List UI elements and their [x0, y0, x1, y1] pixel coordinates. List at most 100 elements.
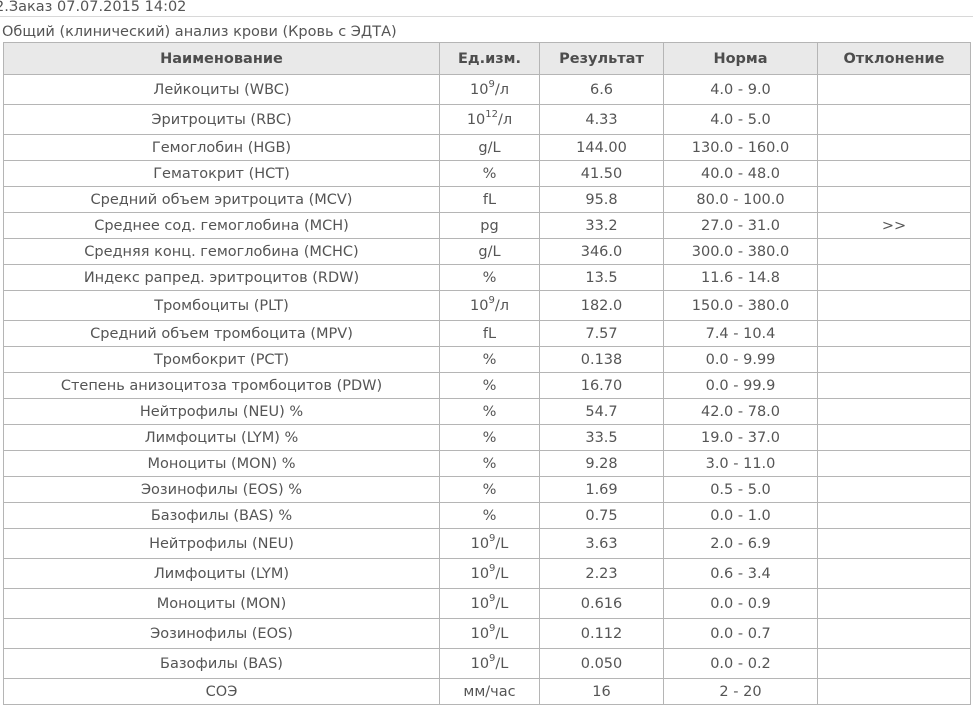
- unit-base: 10: [470, 595, 490, 612]
- unit-cell: 109/L: [439, 528, 540, 559]
- norm-range: 0.5 - 5.0: [663, 476, 818, 503]
- result-value: 16.70: [539, 372, 664, 399]
- unit-exponent: 9: [489, 622, 496, 634]
- table-row: Моноциты (MON) %% 9.28 3.0 - 11.0: [3, 450, 971, 477]
- norm-range: 300.0 - 380.0: [663, 238, 818, 265]
- unit-base: 10: [470, 535, 490, 552]
- deviation-indicator: [817, 476, 971, 503]
- deviation-indicator: [817, 588, 971, 619]
- unit-cell: 1012/л: [439, 104, 540, 135]
- result-value: 0.75: [539, 502, 664, 529]
- unit-cell: %: [439, 450, 540, 477]
- deviation-indicator: [817, 74, 971, 105]
- table-row: Лимфоциты (LYM) 109/L 2.23 0.6 - 3.4: [3, 558, 971, 589]
- unit-base: %: [482, 165, 497, 182]
- deviation-indicator: [817, 558, 971, 589]
- test-name: Гематокрит (HCT): [3, 160, 440, 187]
- norm-range: 130.0 - 160.0: [663, 134, 818, 161]
- unit-base: fL: [482, 325, 497, 342]
- norm-range: 0.0 - 0.9: [663, 588, 818, 619]
- table-row: Эозинофилы (EOS) %% 1.69 0.5 - 5.0: [3, 476, 971, 503]
- result-value: 182.0: [539, 290, 664, 321]
- test-name: Средняя конц. гемоглобина (MCHC): [3, 238, 440, 265]
- deviation-indicator: [817, 104, 971, 135]
- unit-cell: 109/L: [439, 588, 540, 619]
- deviation-indicator: [817, 424, 971, 451]
- result-value: 13.5: [539, 264, 664, 291]
- unit-cell: %: [439, 160, 540, 187]
- deviation-indicator: [817, 398, 971, 425]
- test-name: Средний объем эритроцита (MCV): [3, 186, 440, 213]
- result-value: 9.28: [539, 450, 664, 477]
- test-name: Средний объем тромбоцита (MPV): [3, 320, 440, 347]
- test-name: Лимфоциты (LYM) %: [3, 424, 440, 451]
- unit-base: %: [482, 269, 497, 286]
- unit-cell: 109/л: [439, 74, 540, 105]
- unit-exponent: 9: [489, 652, 496, 664]
- table-row: Нейтрофилы (NEU) %% 54.7 42.0 - 78.0: [3, 398, 971, 425]
- test-name: Нейтрофилы (NEU) %: [3, 398, 440, 425]
- unit-cell: %: [439, 502, 540, 529]
- unit-cell: %: [439, 424, 540, 451]
- unit-suffix: /L: [495, 595, 509, 612]
- table-row: Нейтрофилы (NEU) 109/L 3.63 2.0 - 6.9: [3, 528, 971, 559]
- deviation-indicator: [817, 678, 971, 705]
- table-row: Средний объем тромбоцита (MPV) fL 7.57 7.4 …: [3, 320, 971, 347]
- norm-range: 19.0 - 37.0: [663, 424, 818, 451]
- unit-base: 10: [470, 81, 489, 98]
- norm-range: 2.0 - 6.9: [663, 528, 818, 559]
- norm-range: 11.6 - 14.8: [663, 264, 818, 291]
- unit-suffix: /L: [495, 655, 509, 672]
- results-table: Наименование Ед.изм. Результат Норма Отк…: [3, 42, 971, 705]
- unit-cell: 109/L: [439, 618, 540, 649]
- order-title: 2.Заказ 07.07.2015 14:02: [0, 0, 973, 17]
- norm-range: 4.0 - 9.0: [663, 74, 818, 105]
- table-row: Гематокрит (HCT)% 41.50 40.0 - 48.0: [3, 160, 971, 187]
- test-name: Базофилы (BAS): [3, 648, 440, 679]
- header-result: Результат: [539, 42, 664, 75]
- test-name: СОЭ: [3, 678, 440, 705]
- unit-base: 10: [470, 625, 490, 642]
- result-value: 41.50: [539, 160, 664, 187]
- result-value: 16: [539, 678, 664, 705]
- deviation-indicator: >>: [817, 212, 971, 239]
- table-header-row: Наименование Ед.изм. Результат Норма Отк…: [3, 42, 971, 75]
- test-name: Тромбоциты (PLT): [3, 290, 440, 321]
- test-name: Моноциты (MON): [3, 588, 440, 619]
- deviation-indicator: [817, 450, 971, 477]
- unit-base: fL: [482, 191, 497, 208]
- unit-exponent: 9: [489, 562, 496, 574]
- unit-suffix: /л: [494, 297, 509, 314]
- unit-cell: %: [439, 372, 540, 399]
- unit-cell: %: [439, 398, 540, 425]
- table-row: Базофилы (BAS) 109/L 0.050 0.0 - 0.2: [3, 648, 971, 679]
- result-value: 95.8: [539, 186, 664, 213]
- table-row: Моноциты (MON) 109/L 0.616 0.0 - 0.9: [3, 588, 971, 619]
- unit-cell: 109/L: [439, 648, 540, 679]
- test-name: Эозинофилы (EOS): [3, 618, 440, 649]
- unit-cell: %: [439, 476, 540, 503]
- unit-cell: fL: [439, 186, 540, 213]
- norm-range: 0.0 - 99.9: [663, 372, 818, 399]
- norm-range: 0.0 - 0.7: [663, 618, 818, 649]
- norm-range: 40.0 - 48.0: [663, 160, 818, 187]
- deviation-indicator: [817, 528, 971, 559]
- test-name: Нейтрофилы (NEU): [3, 528, 440, 559]
- result-value: 7.57: [539, 320, 664, 347]
- unit-base: 10: [470, 655, 490, 672]
- deviation-indicator: [817, 264, 971, 291]
- norm-range: 2 - 20: [663, 678, 818, 705]
- unit-exponent: 9: [488, 294, 495, 306]
- norm-range: 4.0 - 5.0: [663, 104, 818, 135]
- table-row: Степень анизоцитоза тромбоцитов (PDW)% 16…: [3, 372, 971, 399]
- test-name: Среднее сод. гемоглобина (MCH): [3, 212, 440, 239]
- unit-exponent: 12: [485, 108, 499, 120]
- table-row: Средняя конц. гемоглобина (MCHC) g/L 346.0…: [3, 238, 971, 265]
- unit-suffix: /л: [494, 81, 509, 98]
- unit-cell: мм/час: [439, 678, 540, 705]
- unit-base: pg: [480, 217, 499, 234]
- unit-base: 10: [466, 111, 486, 128]
- order-number: 2.: [0, 0, 9, 15]
- norm-range: 0.0 - 9.99: [663, 346, 818, 373]
- norm-range: 150.0 - 380.0: [663, 290, 818, 321]
